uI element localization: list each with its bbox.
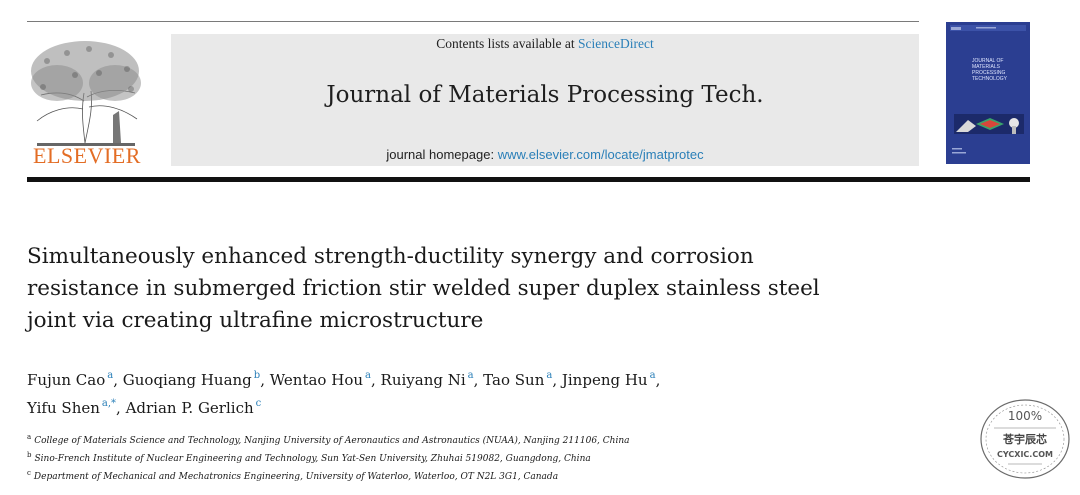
author-separator: , [116, 399, 126, 417]
watermark-stamp-icon: 100% 苍宇辰芯 CYCXIC.COM [980, 399, 1070, 479]
contents-prefix: Contents lists available at [436, 36, 578, 51]
affiliation-marker[interactable]: a [649, 370, 656, 381]
author-name[interactable]: Ruiyang Ni [380, 371, 466, 389]
stamp-top-text: 100% [1008, 409, 1042, 423]
cover-title: JOURNAL OF MATERIALS PROCESSING TECHNOLO… [972, 58, 1030, 82]
cover-art-icon [946, 22, 1030, 164]
affiliation-key: c [27, 469, 31, 477]
cover-title-line1: JOURNAL OF MATERIALS [972, 58, 1004, 70]
affiliation-marker[interactable]: a [107, 370, 114, 381]
author-name[interactable]: Adrian P. Gerlich [125, 399, 254, 417]
author-separator: , [655, 371, 661, 389]
author-separator: , [113, 371, 123, 389]
affiliation-item: a College of Materials Science and Techno… [27, 430, 927, 448]
author-line-2: Yifu Shen a,*, Adrian P. Gerlich c [27, 392, 927, 420]
affiliation-marker[interactable]: a,* [101, 398, 117, 409]
affiliation-marker[interactable]: a [546, 370, 553, 381]
author-separator: , [473, 371, 484, 389]
contents-line: Contents lists available at ScienceDirec… [171, 36, 919, 52]
author-line-1: Fujun Cao a, Guoqiang Huang b, Wentao Hou a… [27, 364, 927, 392]
stamp-bottom-text: CYCXIC.COM [997, 450, 1053, 459]
title-line-1: Simultaneously enhanced strength-ductili… [27, 244, 754, 269]
author-name[interactable]: Fujun Cao [27, 371, 106, 389]
author-name[interactable]: Guoqiang Huang [122, 371, 252, 389]
author-name[interactable]: Yifu Shen [27, 399, 100, 417]
homepage-line: journal homepage: www.elsevier.com/locat… [171, 147, 919, 162]
author-separator: , [552, 371, 562, 389]
elsevier-tree-logo-icon [31, 41, 141, 146]
author-separator: , [370, 371, 381, 389]
affiliation-text: Department of Mechanical and Mechatronic… [33, 472, 559, 482]
affiliation-list: a College of Materials Science and Techno… [27, 430, 927, 484]
journal-title: Journal of Materials Processing Tech. [326, 82, 764, 108]
author-list: Fujun Cao a, Guoqiang Huang b, Wentao Hou a… [27, 364, 927, 420]
sciencedirect-link[interactable]: ScienceDirect [578, 36, 654, 51]
header-bottom-rule [27, 177, 1030, 182]
author-name[interactable]: Tao Sun [483, 371, 545, 389]
header-top-rule [27, 21, 919, 22]
affiliation-text: College of Materials Science and Technol… [34, 436, 630, 446]
affiliation-item: c Department of Mechanical and Mechatroni… [27, 466, 927, 484]
elsevier-wordmark: ELSEVIER [33, 143, 141, 168]
author-separator: , [260, 371, 270, 389]
cover-title-line2: PROCESSING TECHNOLOGY [972, 70, 1008, 82]
title-line-2: resistance in submerged friction stir we… [27, 276, 820, 301]
author-name[interactable]: Jinpeng Hu [561, 371, 648, 389]
homepage-prefix: journal homepage: [386, 147, 498, 162]
journal-cover-thumbnail[interactable]: JOURNAL OF MATERIALS PROCESSING TECHNOLO… [946, 22, 1030, 164]
affiliation-marker[interactable]: a [467, 370, 474, 381]
stamp-middle-text: 苍宇辰芯 [1002, 432, 1047, 446]
affiliation-marker[interactable]: c [255, 398, 262, 409]
journal-masthead: Contents lists available at ScienceDirec… [171, 34, 919, 166]
affiliation-text: Sino-French Institute of Nuclear Enginee… [34, 454, 591, 464]
journal-homepage-link[interactable]: www.elsevier.com/locate/jmatprotec [497, 147, 704, 162]
affiliation-marker[interactable]: b [253, 370, 261, 381]
affiliation-item: b Sino-French Institute of Nuclear Engine… [27, 448, 927, 466]
affiliation-key: a [27, 433, 32, 441]
affiliation-key: b [27, 451, 32, 459]
article-title: Simultaneously enhanced strength-ductili… [27, 241, 927, 337]
author-name[interactable]: Wentao Hou [269, 371, 364, 389]
title-line-3: joint via creating ultrafine microstruct… [27, 308, 484, 333]
affiliation-marker[interactable]: a [365, 370, 371, 381]
